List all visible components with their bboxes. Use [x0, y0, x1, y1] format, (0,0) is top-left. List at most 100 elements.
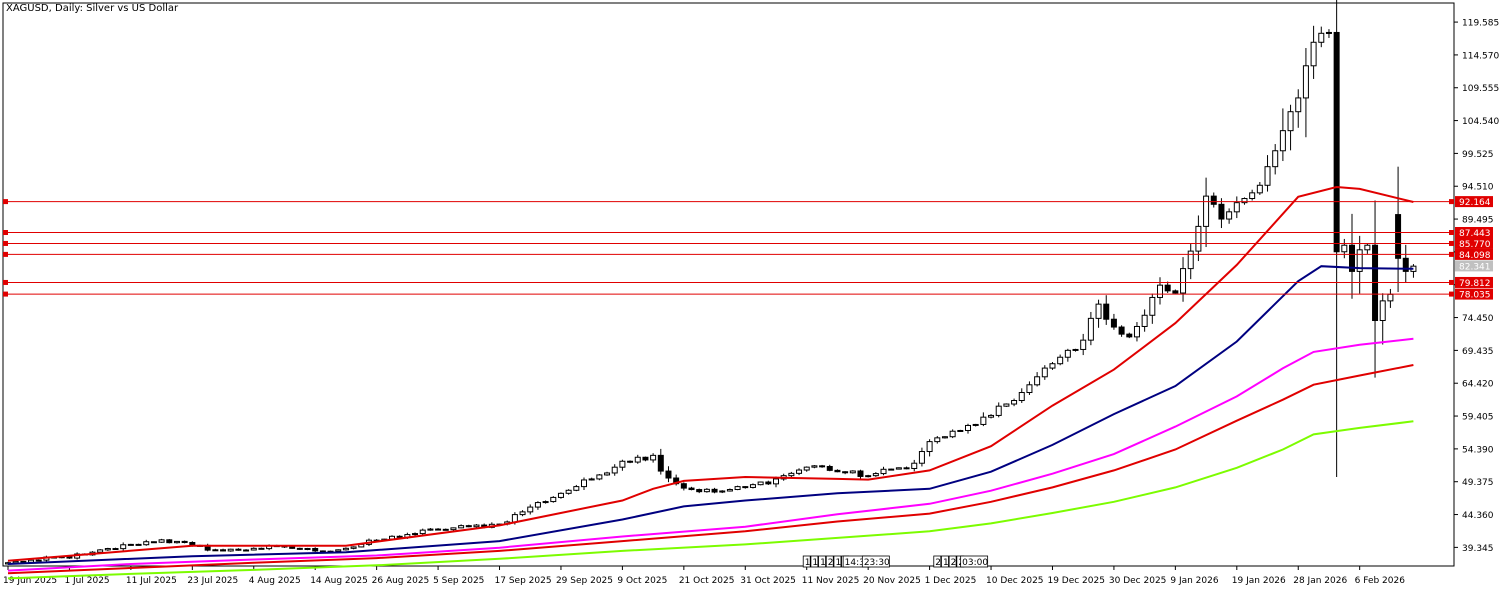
plot-frame	[2, 2, 1455, 567]
level-marker-left	[3, 251, 8, 257]
event-marker-text: 1	[812, 558, 818, 568]
candle	[1157, 277, 1163, 305]
candle-body	[1087, 317, 1094, 341]
candle	[1072, 348, 1079, 352]
candle	[1041, 365, 1048, 380]
level-marker-right	[1449, 199, 1454, 205]
candle-body	[1395, 214, 1402, 259]
candle	[473, 524, 480, 528]
candle	[604, 471, 611, 476]
candle-body	[988, 414, 995, 418]
candle-body	[1011, 400, 1018, 405]
candle-body	[1233, 202, 1240, 213]
candle-body	[527, 506, 534, 513]
candle	[1372, 200, 1379, 378]
candle	[949, 429, 956, 439]
candle-body	[742, 486, 749, 489]
candle-body	[1149, 296, 1156, 316]
x-tick-label: 31 Oct 2025	[740, 576, 796, 586]
candle-body	[796, 469, 803, 474]
candle-body	[20, 560, 27, 563]
candle-body	[726, 489, 733, 492]
candle-body	[1341, 244, 1348, 253]
candle	[880, 466, 887, 476]
candle	[1133, 322, 1140, 342]
candle	[534, 501, 541, 510]
x-tick-label: 6 Feb 2026	[1355, 576, 1406, 586]
candle-body	[1256, 184, 1263, 194]
moving-averages	[7, 185, 1414, 580]
candle-body	[1318, 32, 1325, 43]
candle	[742, 486, 749, 489]
candle-body	[1195, 225, 1202, 252]
candle-body	[1241, 198, 1248, 204]
candle-body	[1387, 293, 1394, 302]
candle	[703, 488, 710, 493]
candle	[1295, 89, 1302, 128]
candle-body	[243, 549, 250, 552]
candle-body	[934, 437, 941, 443]
candle	[972, 423, 979, 427]
candle-body	[918, 451, 925, 464]
candle-body	[1210, 195, 1217, 205]
candle-body	[588, 478, 595, 481]
candle	[642, 456, 649, 462]
candle-body	[319, 550, 326, 553]
candle	[1049, 362, 1056, 370]
candle	[788, 471, 795, 478]
event-marker: 23:30	[861, 555, 890, 568]
candle-body	[634, 456, 641, 463]
candle	[519, 510, 526, 517]
moving-average-line	[7, 265, 1414, 565]
candle-body	[1279, 130, 1286, 152]
x-tick-label: 17 Sep 2025	[495, 576, 552, 586]
candle	[1402, 244, 1409, 283]
x-tick-label: 29 Sep 2025	[556, 576, 613, 586]
level-price-tag	[1455, 276, 1493, 288]
candle	[573, 484, 580, 492]
candle	[749, 483, 756, 489]
candle-body	[1349, 244, 1355, 272]
candle-body	[749, 484, 756, 488]
candle-body	[542, 501, 549, 504]
candle	[350, 546, 357, 550]
candle	[1011, 398, 1018, 407]
candle-body	[719, 490, 726, 493]
candle-body	[342, 547, 349, 551]
candle-body	[1364, 244, 1371, 251]
x-tick-label: 1 Jul 2025	[64, 576, 109, 586]
candle	[857, 469, 864, 481]
candle	[980, 412, 987, 427]
candle	[765, 480, 772, 486]
candle-body	[1103, 303, 1110, 320]
level-marker-left	[3, 279, 8, 285]
x-tick-label: 20 Nov 2025	[863, 576, 921, 586]
candle	[412, 532, 419, 536]
candle-body	[173, 540, 180, 544]
candle	[650, 453, 657, 463]
candle-body	[1287, 111, 1294, 132]
event-marker: 1	[810, 555, 819, 568]
event-marker-text: 14:30	[845, 558, 871, 568]
candle	[1241, 197, 1248, 205]
candle-body	[1118, 326, 1125, 335]
candle	[35, 559, 42, 562]
candle-body	[1026, 384, 1033, 394]
candle-body	[819, 465, 826, 468]
candle	[227, 548, 234, 552]
candle-body	[435, 528, 442, 531]
candle	[527, 504, 534, 515]
candle-body	[1057, 356, 1064, 365]
candle	[826, 464, 833, 472]
candle-body	[949, 430, 956, 438]
x-tick-label: 30 Dec 2025	[1109, 576, 1167, 586]
candle	[1103, 295, 1110, 325]
candle-body	[941, 436, 948, 439]
candle-body	[1072, 348, 1079, 351]
candle	[611, 464, 618, 476]
candle-body	[1302, 65, 1309, 99]
x-axis: 19 Jun 2025 1 Jul 2025 11 Jul 2025 23 Jul 2…	[3, 566, 1405, 586]
level-price-tag	[1455, 227, 1493, 239]
level-price-label: 78.035	[1459, 291, 1491, 301]
